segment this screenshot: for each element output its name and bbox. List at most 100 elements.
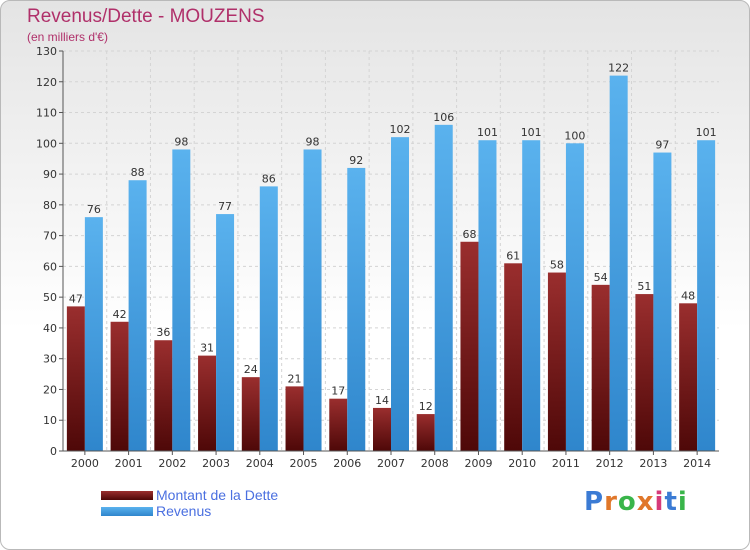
- x-tick-label: 2009: [464, 457, 492, 470]
- bar-revenue: [434, 124, 453, 451]
- bar-debt: [591, 284, 610, 451]
- data-label-debt: 14: [375, 394, 389, 407]
- y-tick-label: 50: [43, 291, 57, 304]
- data-label-revenue: 86: [262, 172, 276, 185]
- data-label-debt: 68: [462, 228, 476, 241]
- chart-subtitle: (en milliers d'€): [27, 30, 108, 44]
- y-tick-label: 10: [43, 414, 57, 427]
- y-tick-label: 0: [50, 445, 57, 458]
- bar-debt: [679, 303, 698, 451]
- bar-revenue: [478, 140, 497, 451]
- data-label-revenue: 97: [655, 139, 669, 152]
- data-label-debt: 24: [244, 363, 258, 376]
- y-tick-label: 130: [36, 45, 57, 58]
- data-label-debt: 61: [506, 249, 520, 262]
- data-label-revenue: 101: [521, 126, 542, 139]
- y-tick-label: 30: [43, 353, 57, 366]
- bar-revenue: [303, 149, 322, 451]
- x-tick-label: 2004: [246, 457, 274, 470]
- data-label-revenue: 122: [608, 62, 629, 75]
- x-tick-label: 2005: [290, 457, 318, 470]
- data-label-revenue: 77: [218, 200, 232, 213]
- bar-debt: [329, 398, 348, 451]
- y-tick-label: 20: [43, 383, 57, 396]
- x-tick-label: 2008: [421, 457, 449, 470]
- bar-revenue: [565, 143, 584, 452]
- data-label-debt: 12: [419, 400, 433, 413]
- data-label-debt: 21: [288, 372, 302, 385]
- bar-revenue: [609, 75, 628, 451]
- logo-letter: o: [617, 487, 637, 517]
- bar-debt: [547, 272, 566, 451]
- x-tick-label: 2012: [596, 457, 624, 470]
- x-tick-label: 2014: [683, 457, 711, 470]
- x-tick-label: 2003: [202, 457, 230, 470]
- bar-revenue: [653, 152, 672, 452]
- bar-revenue: [216, 214, 235, 451]
- x-tick-label: 2006: [333, 457, 361, 470]
- bar-revenue: [522, 140, 541, 451]
- bar-debt: [154, 340, 173, 451]
- y-tick-label: 70: [43, 230, 57, 243]
- data-label-revenue: 102: [390, 123, 411, 136]
- data-label-debt: 51: [637, 280, 651, 293]
- x-tick-label: 2000: [71, 457, 99, 470]
- bar-debt: [66, 306, 85, 451]
- data-label-revenue: 106: [433, 111, 454, 124]
- data-label-revenue: 92: [349, 154, 363, 167]
- bar-debt: [285, 386, 304, 451]
- bar-revenue: [697, 140, 716, 451]
- y-tick-label: 110: [36, 107, 57, 120]
- bar-revenue: [347, 167, 366, 451]
- y-tick-label: 120: [36, 76, 57, 89]
- legend: Montant de la Dette Revenus: [101, 487, 278, 519]
- logo-letter: r: [604, 487, 618, 517]
- data-label-revenue: 76: [87, 203, 101, 216]
- logo-letter: i: [654, 487, 665, 517]
- y-tick-label: 60: [43, 260, 57, 273]
- bar-revenue: [128, 180, 147, 451]
- bar-debt: [460, 241, 479, 451]
- data-label-revenue: 101: [477, 126, 498, 139]
- legend-label-revenue: Revenus: [156, 503, 212, 519]
- data-label-debt: 48: [681, 289, 695, 302]
- x-tick-label: 2010: [508, 457, 536, 470]
- chart-title: Revenus/Dette - MOUZENS: [27, 6, 265, 27]
- data-label-debt: 54: [594, 271, 608, 284]
- y-tick-label: 100: [36, 137, 57, 150]
- value-labels: 47 76 42 88 36 98 31 77 24 86 21 98 17 92 14 102 12 106 68…: [69, 62, 717, 413]
- logo-letter: t: [664, 487, 678, 517]
- legend-swatch-debt: [101, 490, 153, 500]
- x-tick-label: 2002: [158, 457, 186, 470]
- bar-revenue: [172, 149, 191, 451]
- x-tick-label: 2013: [639, 457, 667, 470]
- data-label-debt: 47: [69, 292, 83, 305]
- y-tick-label: 40: [43, 322, 57, 335]
- proxiti-logo: Proxiti: [584, 487, 688, 517]
- x-tick-label: 2011: [552, 457, 580, 470]
- bar-debt: [416, 414, 435, 451]
- bars: [66, 75, 716, 452]
- bar-revenue: [391, 137, 409, 451]
- data-label-debt: 58: [550, 259, 564, 272]
- data-label-revenue: 101: [696, 126, 717, 139]
- bar-debt: [198, 355, 217, 451]
- logo-letter: x: [636, 487, 655, 517]
- data-label-revenue: 98: [174, 135, 188, 148]
- bar-revenue: [259, 186, 278, 451]
- bar-debt: [373, 407, 391, 451]
- logo-letter: P: [584, 487, 605, 517]
- data-label-debt: 42: [113, 308, 127, 321]
- y-tick-label: 90: [43, 168, 57, 181]
- legend-item-revenue: Revenus: [101, 503, 278, 519]
- data-label-debt: 36: [156, 326, 170, 339]
- data-label-revenue: 100: [564, 129, 585, 142]
- bar-debt: [241, 377, 260, 451]
- bar-debt: [635, 294, 654, 451]
- bar-debt: [110, 321, 129, 451]
- x-tick-label: 2001: [115, 457, 143, 470]
- legend-swatch-revenue: [101, 506, 153, 516]
- logo-letter: i: [677, 487, 688, 517]
- data-label-debt: 17: [331, 385, 345, 398]
- x-tick-label: 2007: [377, 457, 405, 470]
